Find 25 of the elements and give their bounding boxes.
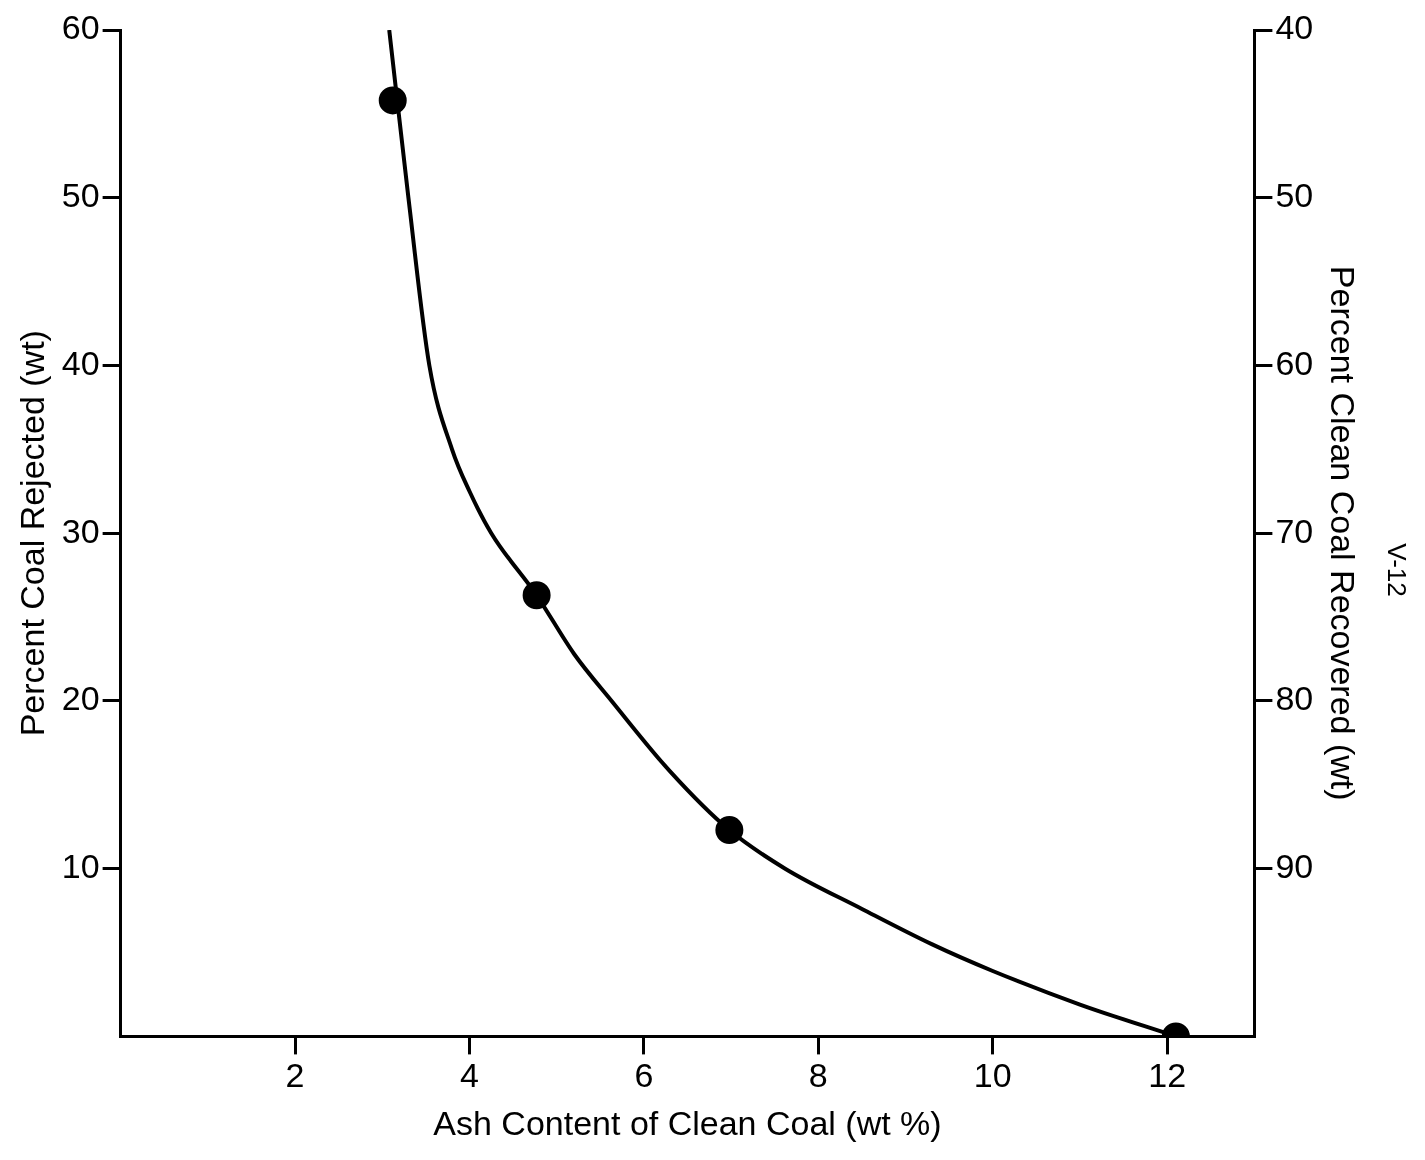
y2-tick-label: 50 (1275, 176, 1314, 215)
y2-tick-label: 80 (1275, 679, 1314, 718)
y-tick-label: 10 (61, 847, 100, 886)
y-tick-label: 60 (61, 8, 100, 47)
x-axis-title: Ash Content of Clean Coal (wt %) (433, 1103, 942, 1142)
y2-axis-title: Percent Clean Coal Recovered (wt) (1324, 265, 1363, 801)
x-tick-label: 8 (808, 1056, 828, 1095)
y2-tick-label: 60 (1275, 343, 1314, 382)
x-tick-label: 12 (1148, 1056, 1187, 1095)
y2-tick-label: 90 (1275, 847, 1314, 886)
x-tick-label: 10 (973, 1056, 1012, 1095)
point (715, 816, 744, 845)
y-tick-label: 40 (61, 343, 100, 382)
text: V-12 (1381, 543, 1412, 597)
y-tick-label: 30 (61, 511, 100, 550)
y-tick-label: 20 (61, 679, 100, 718)
y-tick-label: 50 (61, 176, 100, 215)
y2-tick-label: 40 (1275, 8, 1314, 47)
point (522, 581, 551, 610)
y-axis-title: Percent Coal Rejected (wt) (12, 330, 51, 737)
y2-tick-label: 70 (1275, 511, 1314, 550)
x-tick-label: 4 (460, 1056, 479, 1095)
x-tick-label: 6 (634, 1056, 654, 1095)
point (378, 86, 407, 115)
x-tick-label: 2 (285, 1056, 305, 1095)
